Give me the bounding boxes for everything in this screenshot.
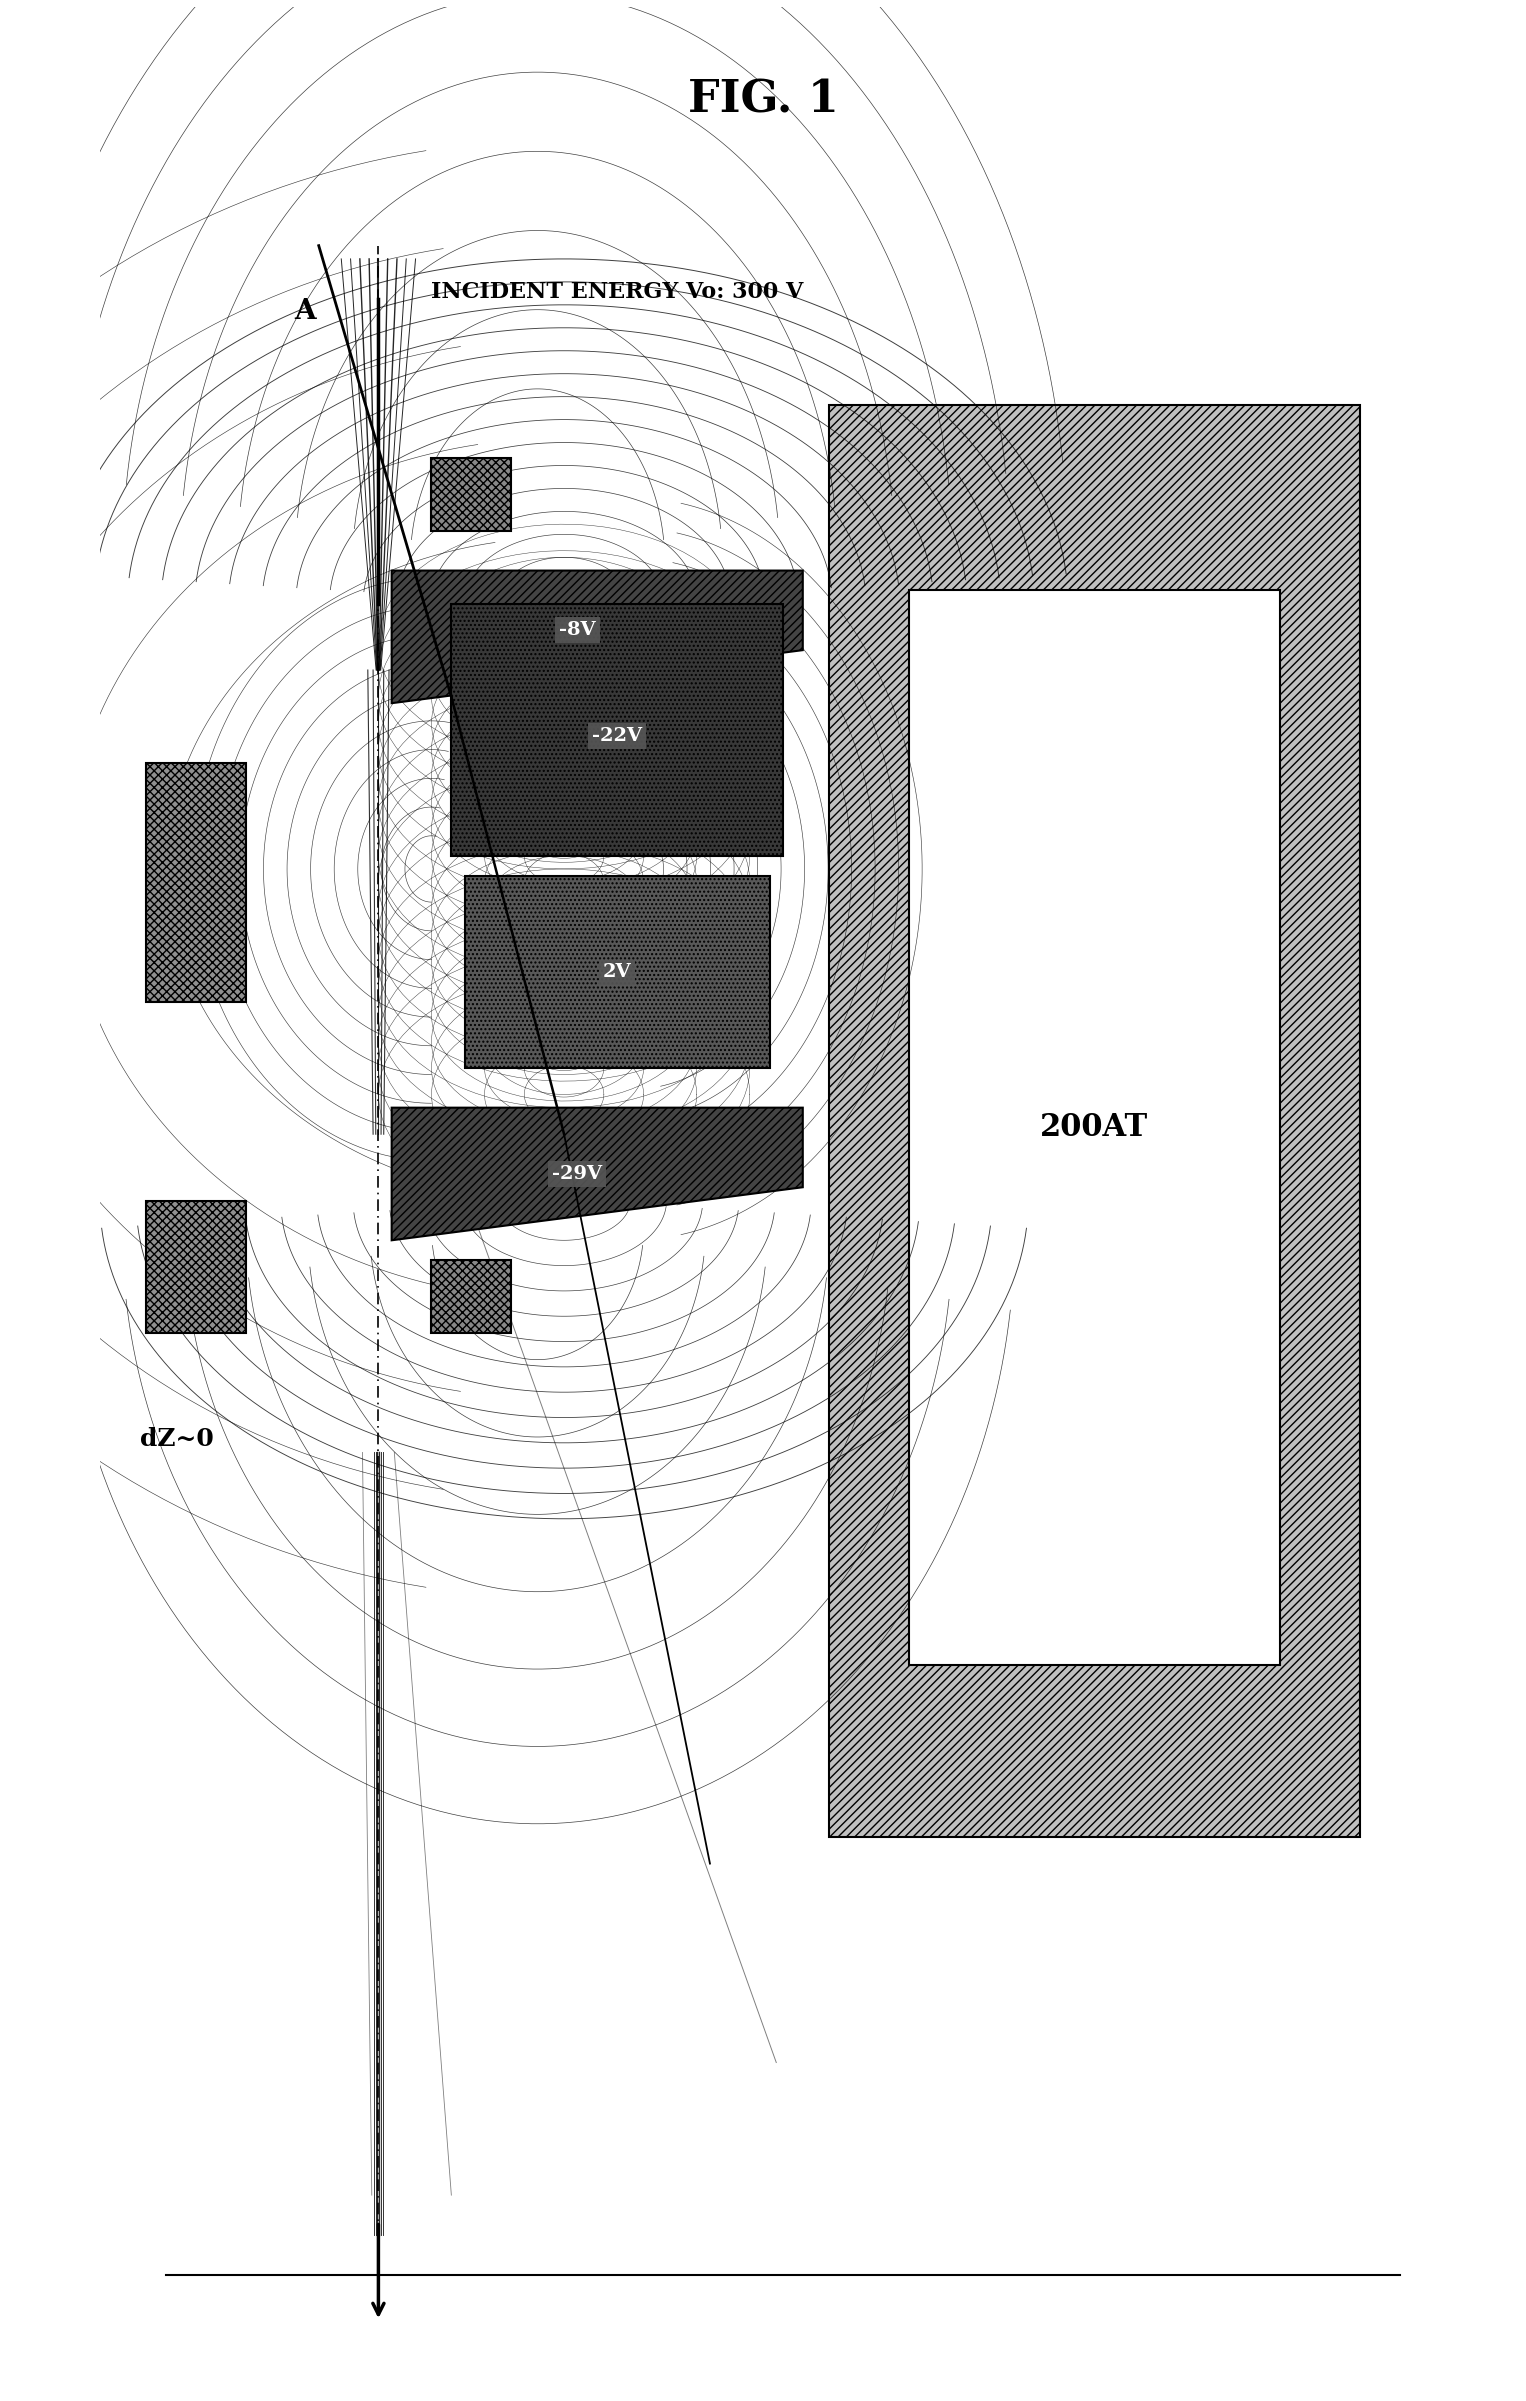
Polygon shape	[392, 1107, 803, 1241]
Text: dZ~0: dZ~0	[140, 1426, 214, 1450]
Text: -8V: -8V	[559, 622, 595, 639]
Bar	[432, 1261, 511, 1333]
Bar	[432, 1261, 511, 1333]
Bar	[146, 1200, 246, 1333]
Bar	[909, 591, 1280, 1664]
Bar	[464, 876, 769, 1068]
Bar	[452, 603, 783, 855]
Text: A: A	[295, 298, 316, 324]
Bar	[829, 406, 1360, 1837]
Bar	[464, 876, 769, 1068]
Bar	[452, 603, 783, 855]
Text: 2V: 2V	[603, 963, 632, 982]
Polygon shape	[392, 571, 803, 703]
Bar	[829, 406, 1360, 1837]
Text: INCIDENT ENERGY Vo: 300 V: INCIDENT ENERGY Vo: 300 V	[432, 281, 804, 303]
Text: 200AT: 200AT	[1041, 1112, 1149, 1143]
Text: 12V: 12V	[168, 876, 223, 900]
Bar	[146, 1200, 246, 1333]
Text: -22V: -22V	[592, 728, 642, 744]
Bar	[432, 459, 511, 531]
Text: -29V: -29V	[552, 1164, 603, 1184]
Bar	[146, 764, 246, 1001]
Bar	[432, 459, 511, 531]
Bar	[146, 764, 246, 1001]
Text: FIG. 1: FIG. 1	[688, 79, 838, 122]
